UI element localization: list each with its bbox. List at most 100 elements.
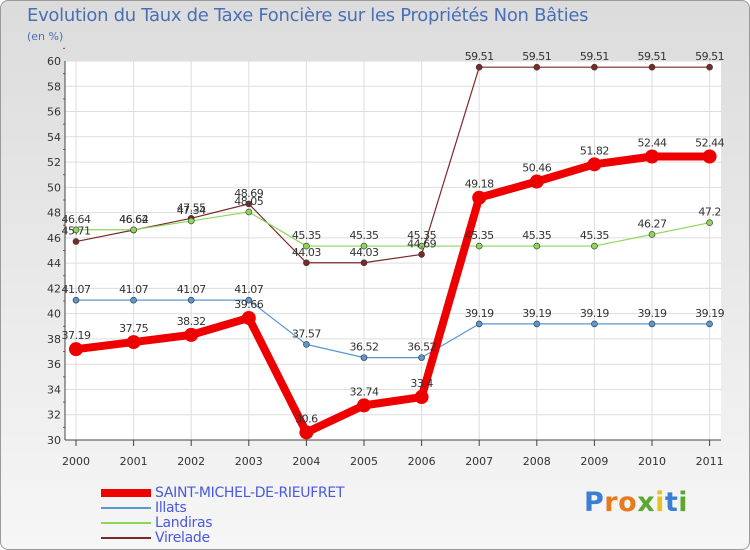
legend-item-landiras: Landiras bbox=[101, 515, 344, 531]
logo-letter: P bbox=[584, 487, 605, 518]
line-chart: 30 32 34 36 38 40 42 44 46 48 50 52 54 56 58 60 2000 2001… bbox=[47, 47, 725, 468]
data-label: 44.69 bbox=[407, 237, 436, 250]
series-line bbox=[76, 211, 710, 247]
data-point bbox=[706, 320, 713, 328]
data-point bbox=[357, 398, 371, 413]
y-tick-label: 56 bbox=[47, 106, 61, 119]
data-label: 36.52 bbox=[407, 341, 436, 354]
data-label: 44.03 bbox=[292, 246, 321, 259]
data-label: 39.66 bbox=[234, 298, 263, 311]
x-tick-label: 2000 bbox=[62, 455, 90, 468]
y-tick-label: 60 bbox=[47, 55, 61, 68]
data-label: 41.07 bbox=[234, 283, 263, 296]
x-tick-label: 2001 bbox=[120, 455, 148, 468]
y-tick-label: 48 bbox=[47, 207, 61, 220]
data-label: 49.18 bbox=[465, 178, 494, 191]
data-point bbox=[533, 242, 541, 250]
legend-label: Illats bbox=[155, 499, 187, 516]
data-point bbox=[303, 341, 310, 348]
y-tick-label: 46 bbox=[47, 232, 61, 245]
data-point bbox=[126, 335, 141, 350]
y-tick-label: 30 bbox=[47, 434, 61, 447]
data-point bbox=[475, 320, 483, 328]
data-label: 45.35 bbox=[580, 229, 609, 242]
data-label: 39.19 bbox=[522, 307, 551, 320]
data-point bbox=[360, 259, 368, 267]
data-label: 37.57 bbox=[292, 327, 321, 340]
legend-swatch bbox=[101, 521, 151, 524]
legend-item-illats: Illats bbox=[101, 499, 344, 516]
data-label: 51.82 bbox=[580, 144, 609, 157]
data-point bbox=[360, 242, 368, 250]
data-label: 36.52 bbox=[350, 341, 379, 354]
data-label: 41.07 bbox=[177, 283, 206, 296]
data-label: 47.34 bbox=[177, 204, 206, 217]
x-tick-label: 2006 bbox=[408, 455, 436, 468]
data-label: 37.19 bbox=[62, 329, 91, 342]
data-point bbox=[591, 63, 598, 71]
data-point bbox=[299, 425, 314, 440]
data-label: 52.44 bbox=[638, 137, 667, 150]
x-tick-label: 2009 bbox=[580, 455, 608, 468]
data-label: 59.51 bbox=[465, 50, 494, 63]
data-point bbox=[303, 242, 310, 250]
data-point bbox=[69, 342, 83, 357]
data-point bbox=[648, 63, 656, 71]
data-point bbox=[591, 320, 598, 328]
data-label: 44.03 bbox=[350, 246, 379, 259]
data-label: 48.05 bbox=[234, 195, 263, 208]
data-point bbox=[591, 242, 598, 250]
x-tick-label: 2007 bbox=[465, 455, 493, 468]
data-point bbox=[130, 226, 137, 234]
data-point bbox=[187, 296, 195, 304]
x-tick-label: 2005 bbox=[350, 455, 378, 468]
data-label: 46.64 bbox=[62, 213, 91, 226]
data-point bbox=[533, 63, 541, 71]
y-tick-label: 38 bbox=[47, 333, 61, 346]
y-tick-label: 40 bbox=[47, 308, 61, 321]
series-line bbox=[76, 299, 710, 359]
data-label: 37.75 bbox=[119, 322, 148, 335]
data-label: 59.51 bbox=[695, 50, 724, 63]
data-point bbox=[184, 327, 199, 342]
data-label: 39.19 bbox=[695, 307, 724, 320]
legend-swatch bbox=[101, 506, 151, 509]
y-tick-label: 44 bbox=[47, 257, 61, 270]
data-point bbox=[414, 390, 429, 405]
data-point bbox=[303, 259, 310, 267]
data-point bbox=[72, 226, 80, 234]
logo-letter: i bbox=[655, 487, 665, 518]
data-label: 45.35 bbox=[350, 229, 379, 242]
data-label: 46.64 bbox=[119, 213, 148, 226]
y-tick-label: 54 bbox=[47, 131, 61, 144]
data-label: 59.51 bbox=[522, 50, 551, 63]
data-point bbox=[529, 174, 544, 189]
data-label: 46.27 bbox=[638, 217, 667, 230]
data-point bbox=[475, 242, 483, 250]
series-line bbox=[75, 152, 710, 437]
series-line bbox=[75, 66, 710, 264]
data-point bbox=[648, 320, 656, 328]
data-point bbox=[245, 200, 253, 208]
logo-letter: o bbox=[618, 487, 638, 518]
data-point bbox=[587, 157, 602, 172]
data-point bbox=[706, 63, 713, 71]
legend-label: SAINT-MICHEL-DE-RIEUFRET bbox=[155, 484, 345, 501]
logo-letter: t bbox=[664, 487, 679, 518]
y-tick-label: 36 bbox=[47, 358, 61, 371]
x-tick-label: 2004 bbox=[292, 455, 320, 468]
y-tick-label: 32 bbox=[47, 409, 61, 422]
data-label: 39.19 bbox=[638, 307, 667, 320]
data-point bbox=[533, 320, 541, 328]
plot-area bbox=[65, 61, 721, 440]
data-label: 39.19 bbox=[465, 307, 494, 320]
data-label: 50.46 bbox=[522, 162, 551, 175]
data-point bbox=[72, 296, 80, 304]
data-label: 59.51 bbox=[638, 50, 667, 63]
x-tick-label: 2008 bbox=[523, 455, 551, 468]
legend-label: Virelade bbox=[155, 529, 210, 546]
logo-letter: x bbox=[637, 487, 656, 518]
logo-letter: i bbox=[678, 487, 689, 518]
data-label: 32.74 bbox=[350, 385, 379, 398]
